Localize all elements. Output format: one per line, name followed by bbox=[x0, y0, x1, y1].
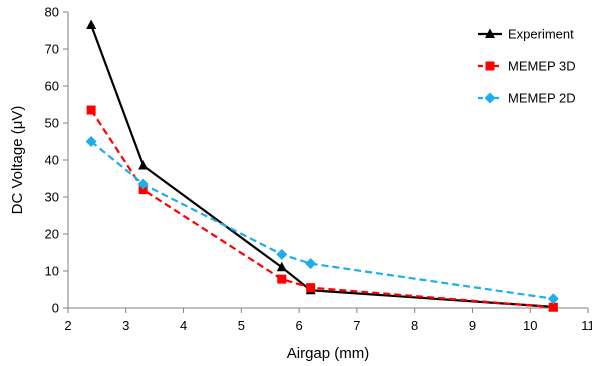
y-tick-label: 30 bbox=[45, 190, 59, 205]
x-tick-label: 3 bbox=[122, 318, 129, 333]
y-ticks: 0 10 20 30 40 50 60 70 80 bbox=[45, 5, 68, 316]
x-axis-title: Airgap (mm) bbox=[287, 345, 370, 362]
data-point bbox=[548, 302, 558, 312]
data-point bbox=[276, 261, 287, 272]
x-tick-label: 7 bbox=[353, 318, 360, 333]
x-tick-label: 4 bbox=[180, 318, 187, 333]
legend: Experiment MEMEP 3D MEMEP 2D bbox=[478, 27, 576, 106]
y-tick-label: 40 bbox=[45, 153, 59, 168]
x-tick-label: 5 bbox=[238, 318, 245, 333]
x-tick-label: 2 bbox=[64, 318, 71, 333]
data-point bbox=[305, 258, 317, 270]
x-tick-label: 9 bbox=[469, 318, 476, 333]
x-tick-label: 8 bbox=[411, 318, 418, 333]
y-tick-label: 0 bbox=[52, 301, 59, 316]
data-point bbox=[138, 160, 149, 170]
y-axis-title: DC Voltage (μV) bbox=[9, 106, 26, 215]
data-point bbox=[85, 136, 97, 147]
y-tick-label: 20 bbox=[45, 227, 59, 242]
y-tick-label: 70 bbox=[45, 42, 59, 57]
data-point bbox=[276, 248, 288, 260]
x-ticks: 2 3 4 5 6 7 8 9 10 11 bbox=[64, 308, 592, 333]
data-point bbox=[547, 293, 559, 305]
legend-marker bbox=[484, 92, 496, 104]
legend-label: MEMEP 3D bbox=[508, 59, 576, 74]
x-tick-label: 6 bbox=[295, 318, 302, 333]
y-tick-label: 60 bbox=[45, 79, 59, 94]
legend-item: MEMEP 2D bbox=[478, 91, 576, 106]
series-line bbox=[90, 109, 554, 309]
y-tick-label: 10 bbox=[45, 264, 59, 279]
series-memep-2d bbox=[85, 136, 559, 305]
data-point bbox=[277, 274, 287, 284]
series-line bbox=[90, 140, 554, 300]
data-point bbox=[138, 185, 148, 195]
series-layer bbox=[85, 19, 559, 312]
y-tick-label: 50 bbox=[45, 116, 59, 131]
data-point bbox=[137, 178, 149, 190]
data-point bbox=[86, 105, 96, 115]
plot-area bbox=[67, 12, 588, 309]
legend-item: MEMEP 3D bbox=[478, 59, 576, 74]
x-tick-label: 11 bbox=[581, 318, 592, 333]
y-tick-label: 80 bbox=[45, 5, 59, 20]
series-memep-3d bbox=[86, 105, 558, 312]
legend-marker bbox=[485, 61, 495, 71]
legend-label: Experiment bbox=[508, 27, 574, 42]
x-tick-label: 10 bbox=[523, 318, 537, 333]
legend-marker bbox=[485, 28, 495, 38]
legend-label: MEMEP 2D bbox=[508, 91, 576, 106]
data-point bbox=[86, 19, 97, 29]
data-point bbox=[306, 283, 316, 293]
legend-item: Experiment bbox=[478, 27, 574, 42]
